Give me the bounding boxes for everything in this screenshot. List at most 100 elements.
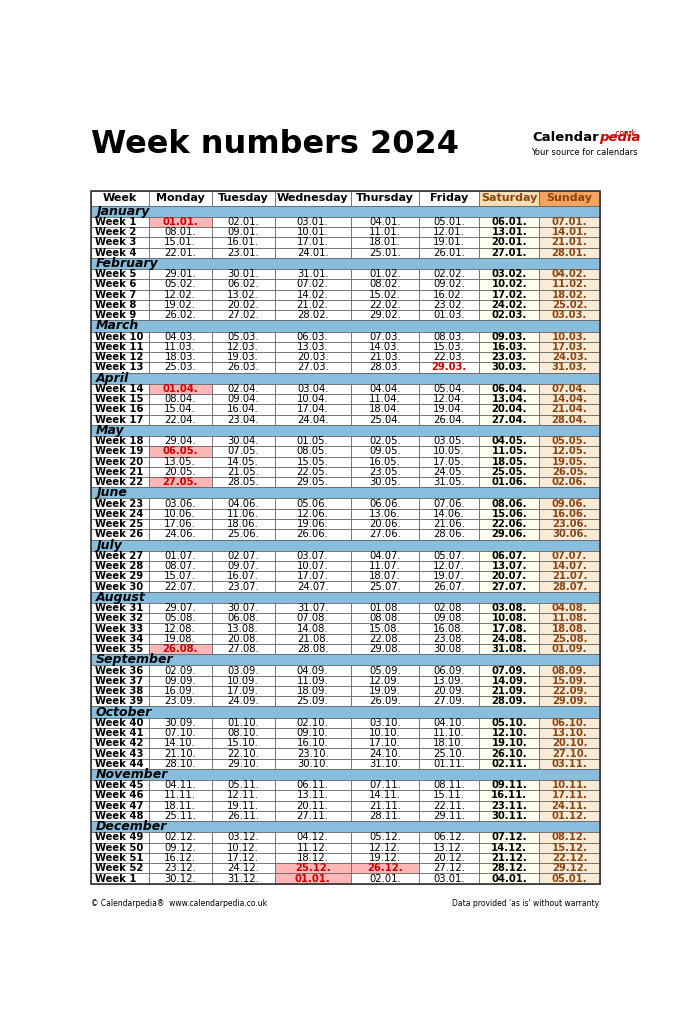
Text: 25.11.: 25.11. <box>164 811 196 821</box>
Bar <box>479 676 539 686</box>
Bar <box>479 603 539 613</box>
Bar <box>350 728 419 738</box>
Bar <box>91 310 149 321</box>
Bar <box>350 269 419 280</box>
Text: Week 3: Week 3 <box>95 238 136 248</box>
Text: 29.09.: 29.09. <box>552 696 587 707</box>
Text: 04.09.: 04.09. <box>297 666 328 676</box>
Text: 21.04.: 21.04. <box>551 404 587 415</box>
Text: 24.08.: 24.08. <box>491 634 527 644</box>
Bar <box>274 394 350 404</box>
Text: 02.11.: 02.11. <box>491 759 527 769</box>
Bar <box>274 624 350 634</box>
Text: 11.01.: 11.01. <box>369 227 401 238</box>
Bar <box>539 634 600 644</box>
Text: 09.06.: 09.06. <box>552 499 587 509</box>
Text: 26.08.: 26.08. <box>162 644 198 654</box>
Bar <box>274 217 350 227</box>
Bar <box>149 863 212 873</box>
Bar <box>274 519 350 529</box>
Bar <box>149 404 212 415</box>
Text: 22.06.: 22.06. <box>491 519 527 529</box>
Text: 30.11.: 30.11. <box>491 811 527 821</box>
Bar <box>419 749 479 759</box>
Bar <box>91 863 149 873</box>
Bar <box>149 582 212 592</box>
Bar <box>350 624 419 634</box>
Text: Week 33: Week 33 <box>95 624 143 634</box>
Text: 17.10.: 17.10. <box>369 738 401 749</box>
Text: 12.09.: 12.09. <box>369 676 401 686</box>
Bar <box>274 853 350 863</box>
Bar <box>274 728 350 738</box>
Text: 23.05.: 23.05. <box>369 467 401 477</box>
Bar <box>274 499 350 509</box>
Text: 02.07.: 02.07. <box>227 551 259 561</box>
Bar <box>212 666 274 676</box>
Bar <box>149 749 212 759</box>
Bar <box>479 738 539 749</box>
Bar <box>419 634 479 644</box>
Text: Sunday: Sunday <box>547 194 592 203</box>
Text: 23.04.: 23.04. <box>227 415 259 425</box>
Bar <box>149 238 212 248</box>
Bar <box>350 404 419 415</box>
Bar <box>212 362 274 373</box>
Bar <box>479 394 539 404</box>
Bar <box>419 227 479 238</box>
Bar <box>149 332 212 342</box>
Text: Week 48: Week 48 <box>95 811 144 821</box>
Text: May: May <box>96 424 125 437</box>
Text: 03.09.: 03.09. <box>227 666 259 676</box>
Text: 28.09.: 28.09. <box>491 696 527 707</box>
Text: 27.03.: 27.03. <box>297 362 328 373</box>
Text: 01.12.: 01.12. <box>551 811 587 821</box>
Text: 01.01.: 01.01. <box>162 217 198 227</box>
Bar <box>479 519 539 529</box>
Bar <box>350 811 419 821</box>
Text: 08.12.: 08.12. <box>552 833 587 843</box>
Bar <box>212 499 274 509</box>
Text: Week 39: Week 39 <box>95 696 143 707</box>
Bar <box>212 238 274 248</box>
Bar <box>91 561 149 571</box>
Text: 15.10.: 15.10. <box>227 738 259 749</box>
Text: 24.07.: 24.07. <box>297 582 328 592</box>
Bar <box>91 384 149 394</box>
Text: 06.05.: 06.05. <box>162 446 198 457</box>
Bar <box>212 457 274 467</box>
Bar <box>419 269 479 280</box>
Text: 20.10.: 20.10. <box>552 738 587 749</box>
Bar <box>419 676 479 686</box>
Text: 07.03.: 07.03. <box>369 332 400 342</box>
Text: 19.10.: 19.10. <box>491 738 527 749</box>
Bar <box>479 811 539 821</box>
Text: 13.04.: 13.04. <box>491 394 527 404</box>
Text: 01.06.: 01.06. <box>491 477 527 487</box>
Bar <box>350 467 419 477</box>
Text: 28.07.: 28.07. <box>552 582 587 592</box>
Bar <box>539 728 600 738</box>
Text: 02.02.: 02.02. <box>433 269 465 280</box>
Text: 25.07.: 25.07. <box>369 582 401 592</box>
Bar <box>274 300 350 310</box>
Bar <box>479 362 539 373</box>
Text: 27.04.: 27.04. <box>491 415 527 425</box>
Text: 14.05.: 14.05. <box>227 457 259 467</box>
Text: 31.05.: 31.05. <box>433 477 465 487</box>
Bar <box>91 707 600 718</box>
Text: 21.01.: 21.01. <box>551 238 587 248</box>
Text: 04.12.: 04.12. <box>297 833 328 843</box>
Bar <box>91 467 149 477</box>
Bar <box>350 613 419 624</box>
Text: Week 36: Week 36 <box>95 666 144 676</box>
Bar <box>212 603 274 613</box>
Bar <box>91 833 149 843</box>
Text: 10.09.: 10.09. <box>227 676 259 686</box>
Text: August: August <box>96 591 146 604</box>
Text: Tuesday: Tuesday <box>218 194 268 203</box>
Bar <box>91 519 149 529</box>
Text: 03.08.: 03.08. <box>491 603 527 613</box>
Bar <box>419 853 479 863</box>
Bar <box>350 738 419 749</box>
